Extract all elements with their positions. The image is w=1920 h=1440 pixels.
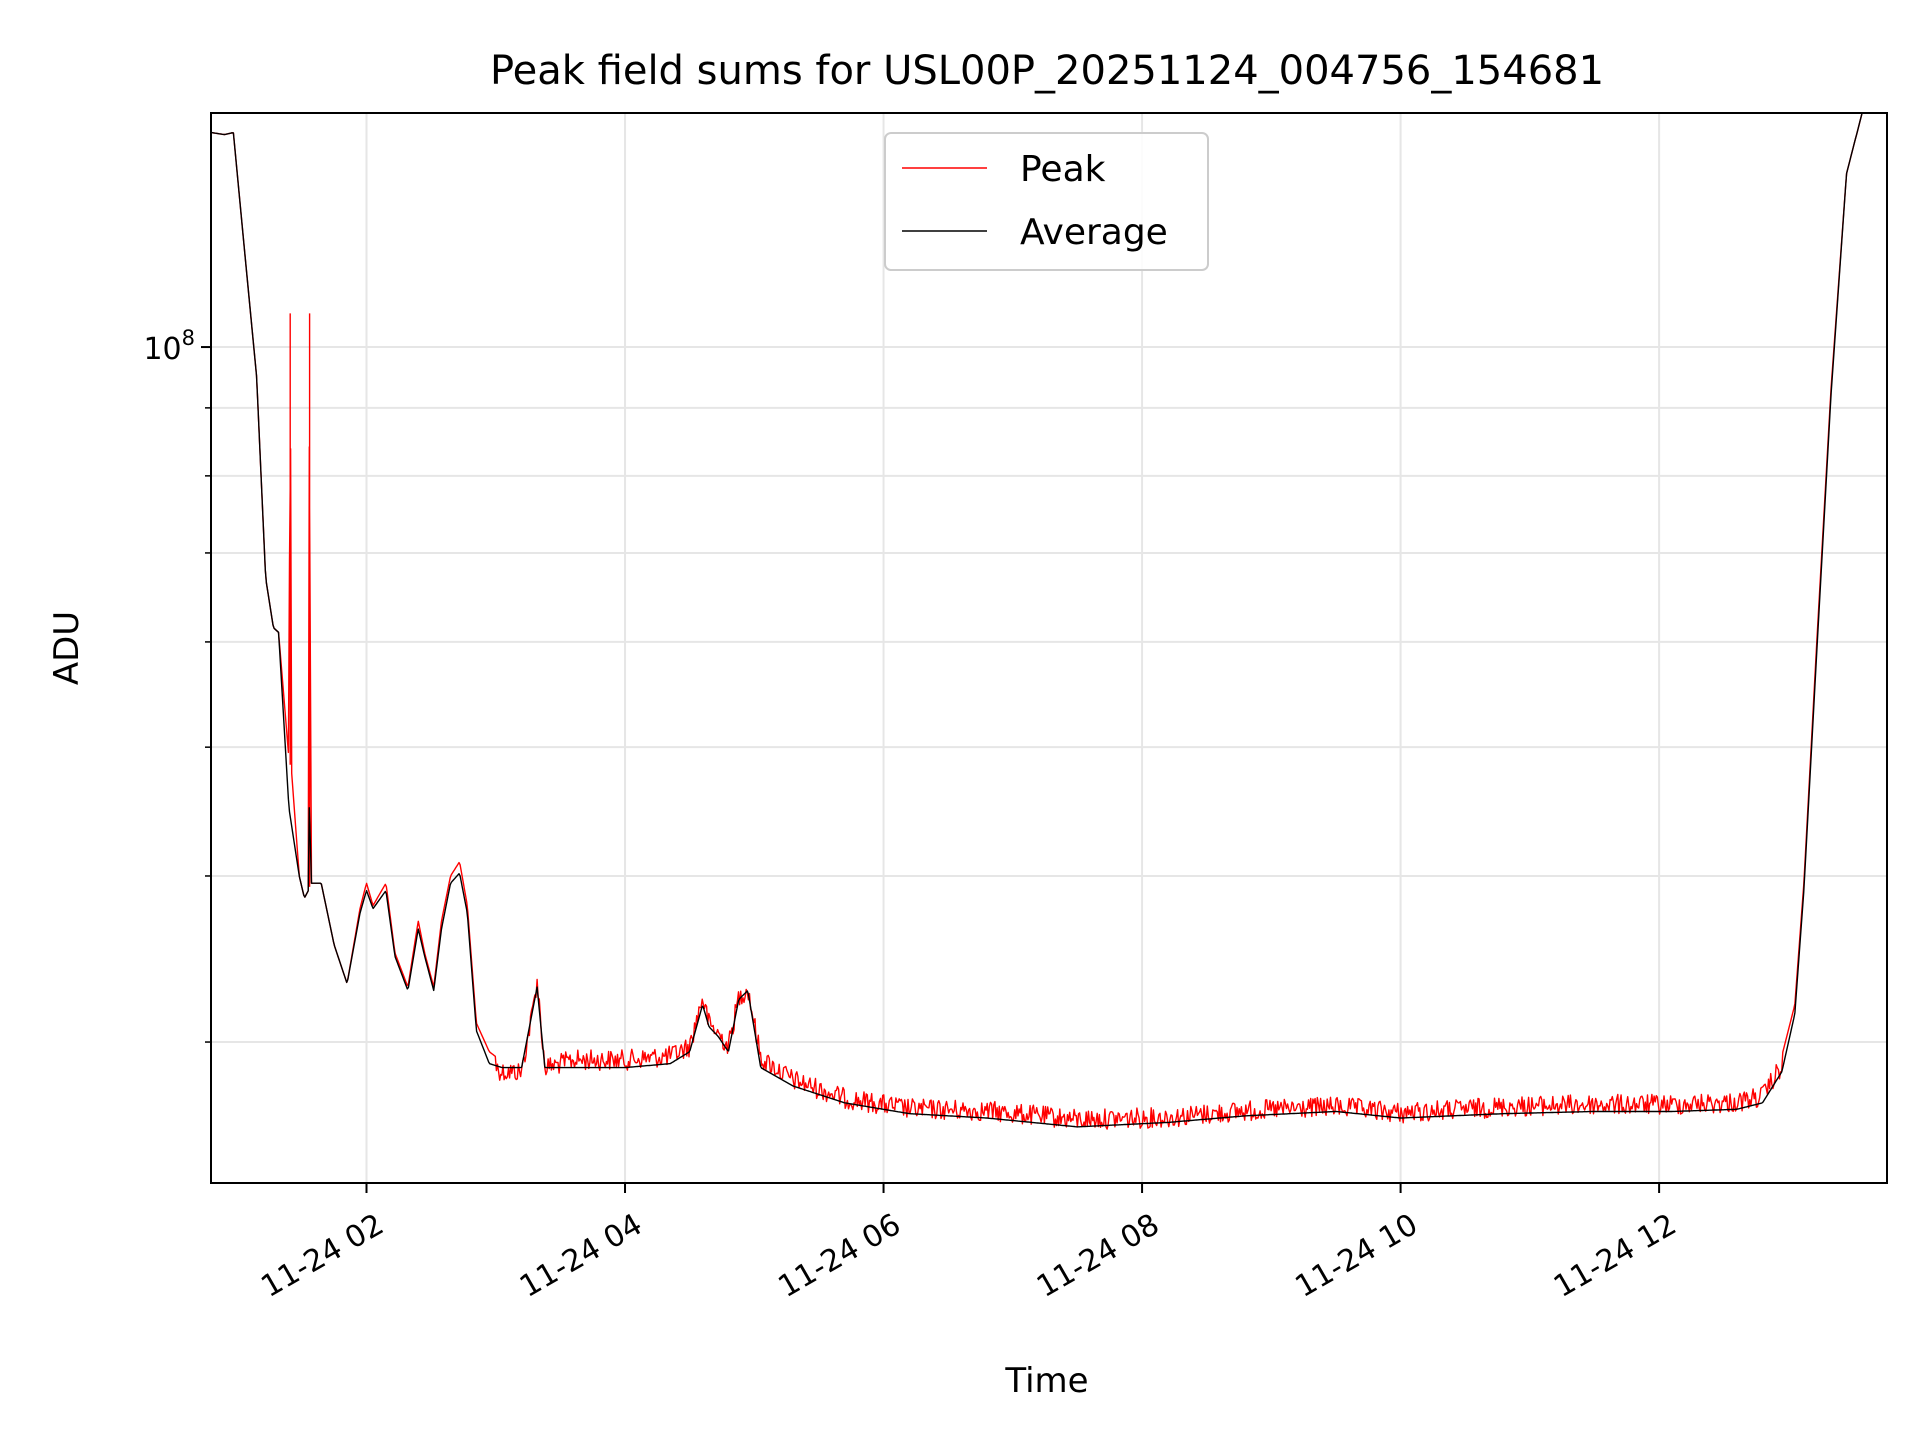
plot-area-background bbox=[211, 113, 1887, 1183]
y-tick-label: 108 bbox=[143, 326, 195, 367]
y-axis-label: ADU bbox=[47, 611, 87, 685]
series-lines bbox=[211, 113, 1863, 1130]
series-line-peak bbox=[211, 113, 1863, 1130]
legend-label-peak: Peak bbox=[1020, 149, 1106, 190]
plot-frame bbox=[210, 112, 1888, 1184]
x-axis-label: Time bbox=[1004, 1361, 1088, 1401]
legend: Peak Average bbox=[884, 132, 1209, 271]
legend-label-average: Average bbox=[1020, 212, 1168, 253]
series-line-average bbox=[211, 113, 1863, 1128]
grid bbox=[211, 113, 1887, 1183]
chart-title: Peak field sums for USL00P_20251124_0047… bbox=[490, 48, 1604, 94]
